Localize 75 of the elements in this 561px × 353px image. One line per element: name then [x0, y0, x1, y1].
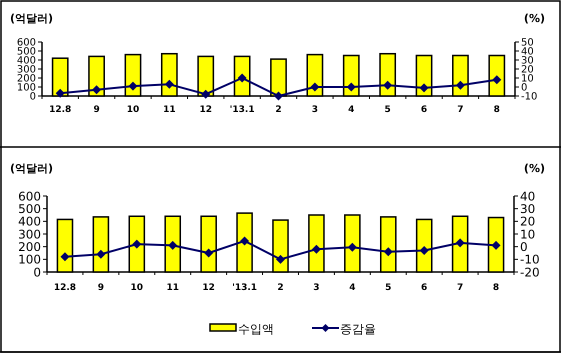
point	[312, 244, 321, 254]
y-tick-label: 100	[18, 252, 41, 267]
point	[384, 247, 393, 256]
x-tick-label: 9	[98, 283, 104, 293]
x-tick-label: 11	[166, 283, 179, 293]
x-tick-label: 9	[93, 105, 100, 115]
point	[240, 236, 250, 246]
y-tick-label: 600	[18, 189, 41, 204]
x-tick-label: 8	[494, 105, 500, 115]
y2-axis-title: (%)	[524, 12, 545, 25]
point	[201, 90, 210, 99]
point	[346, 82, 356, 92]
x-tick-label: 2	[275, 105, 282, 115]
point	[492, 75, 502, 84]
point	[274, 92, 283, 100]
x-tick-label: 4	[348, 105, 354, 115]
x-tick-label: 12	[199, 105, 212, 115]
x-tick-label: 6	[420, 105, 428, 115]
x-tick-label: 8	[492, 283, 500, 293]
x-tick-label: 12	[202, 283, 215, 293]
point	[456, 238, 465, 248]
point	[60, 252, 70, 262]
y-tick-label: 0	[30, 92, 36, 103]
y2-tick-label: 40	[520, 189, 536, 204]
x-tick-label: 7	[456, 283, 464, 293]
point	[56, 88, 65, 98]
x-tick-label: 2	[277, 283, 284, 293]
x-tick-label: 5	[384, 105, 391, 115]
y-tick-label: 500	[18, 202, 41, 216]
y2-tick-label: 30	[520, 202, 536, 216]
point	[92, 85, 102, 94]
y2-axis-title: (%)	[524, 162, 545, 175]
legend-label: 증감율	[340, 322, 376, 336]
point	[204, 248, 214, 258]
point	[348, 242, 357, 252]
x-tick-label: '13.1	[230, 105, 255, 115]
y-tick-label: 0	[33, 265, 41, 280]
x-tick-label: 10	[126, 105, 140, 115]
point	[238, 74, 247, 82]
x-tick-label: 12.8	[49, 105, 72, 115]
point	[96, 250, 106, 259]
point	[420, 246, 429, 255]
legend-label: 수입액	[238, 322, 274, 336]
y2-tick-label: 0	[521, 82, 528, 94]
point	[456, 80, 465, 90]
point	[383, 80, 392, 90]
y-tick-label: 300	[18, 227, 41, 242]
x-tick-label: 12.8	[54, 283, 76, 293]
y2-tick-label: -10	[521, 92, 538, 103]
y2-tick-label: 20	[520, 214, 536, 229]
point	[168, 240, 178, 250]
y-tick-label: 400	[18, 214, 41, 229]
point	[420, 83, 429, 92]
x-tick-label: 3	[312, 105, 318, 115]
y2-tick-label: 0	[520, 240, 528, 254]
y-tick-label: 200	[18, 240, 41, 254]
y2-tick-label: 10	[520, 227, 536, 242]
point	[276, 254, 285, 264]
x-tick-label: 5	[385, 283, 392, 293]
y2-tick-label: -10	[520, 252, 540, 267]
x-tick-label: 6	[421, 283, 428, 293]
x-tick-label: 7	[457, 105, 464, 115]
x-tick-label: 3	[313, 283, 320, 293]
y2-tick-label: -20	[520, 265, 540, 280]
x-tick-label: 4	[349, 283, 356, 293]
x-tick-label: '13.1	[232, 283, 258, 293]
point	[492, 240, 501, 250]
point	[128, 82, 138, 91]
point	[132, 240, 142, 249]
y-axis-title: (억달러)	[10, 162, 54, 175]
point	[310, 82, 320, 92]
y-axis-title: (억달러)	[10, 12, 54, 25]
x-tick-label: 11	[163, 105, 176, 115]
point	[164, 80, 174, 89]
x-tick-label: 10	[130, 283, 144, 293]
